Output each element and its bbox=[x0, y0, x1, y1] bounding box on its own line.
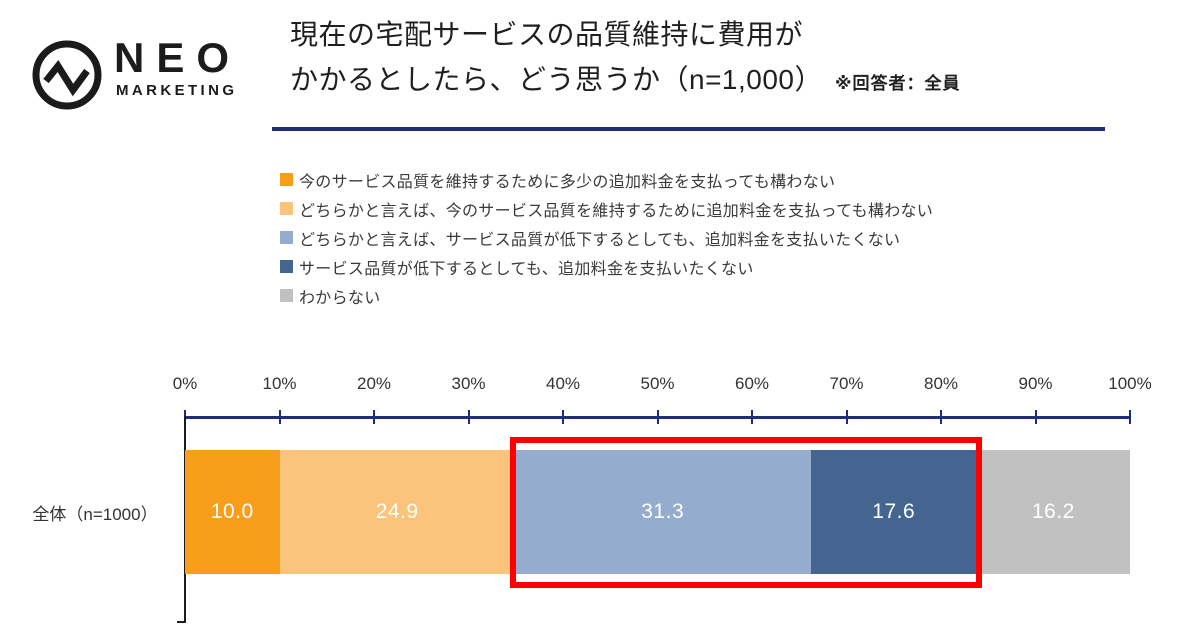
x-axis-tick-label: 0% bbox=[172, 374, 198, 393]
legend-item: どちらかと言えば、サービス品質が低下するとしても、追加料金を支払いたくない bbox=[280, 223, 933, 252]
chart-legend: 今のサービス品質を維持するために多少の追加料金を支払っても構わないどちらかと言え… bbox=[280, 165, 933, 310]
x-axis-tick-label: 70% bbox=[829, 374, 864, 393]
legend-label: どちらかと言えば、今のサービス品質を維持するために追加料金を支払っても構わない bbox=[299, 202, 934, 220]
legend-swatch bbox=[280, 202, 293, 215]
bar-segment: 10.0 bbox=[185, 450, 280, 574]
stacked-bar-row: 10.0 24.9 31.3 17.6 16.2 bbox=[185, 450, 1130, 574]
bar-segment: 17.6 bbox=[810, 450, 977, 574]
x-axis-tick-label: 40% bbox=[545, 374, 581, 393]
bar-segment: 16.2 bbox=[976, 450, 1130, 574]
x-axis-tick bbox=[467, 410, 470, 424]
chart-title: 現在の宅配サービスの品質維持に費用が かかるとしたら、どう思うか（n=1,000… bbox=[290, 12, 1130, 106]
x-axis-tick-label: 20% bbox=[356, 374, 392, 393]
bar-segment: 24.9 bbox=[279, 450, 515, 574]
legend-item: わからない bbox=[280, 281, 933, 310]
legend-swatch bbox=[280, 260, 293, 273]
x-axis-tick bbox=[656, 410, 659, 424]
bar-value-label: 16.2 bbox=[1031, 500, 1075, 523]
bar-value-label: 10.0 bbox=[210, 500, 254, 523]
legend-item: 今のサービス品質を維持するために多少の追加料金を支払っても構わない bbox=[280, 165, 933, 194]
title-underline bbox=[272, 127, 1105, 131]
title-line-2: かかるとしたら、どう思うか（n=1,000） ※回答者：全員 bbox=[290, 57, 1130, 106]
pulse-circle-icon bbox=[32, 40, 102, 110]
x-axis-tick bbox=[1034, 410, 1037, 424]
logo-brand-text: NEO bbox=[114, 34, 242, 81]
category-label: 全体（n=1000） bbox=[32, 505, 158, 524]
logo-sub-text: MARKETING bbox=[116, 82, 238, 99]
legend-item: サービス品質が低下するとしても、追加料金を支払いたくない bbox=[280, 252, 933, 281]
x-axis-tick bbox=[940, 410, 942, 424]
legend-label: サービス品質が低下するとしても、追加料金を支払いたくない bbox=[299, 260, 754, 278]
title-line-2-text: かかるとしたら、どう思うか（n=1,000） bbox=[290, 64, 823, 95]
x-axis-tick bbox=[278, 410, 281, 424]
neo-marketing-logo: NEO MARKETING bbox=[30, 34, 260, 116]
x-axis-tick bbox=[1129, 410, 1131, 424]
respondent-note: ※回答者：全員 bbox=[835, 74, 961, 93]
legend-label: どちらかと言えば、サービス品質が低下するとしても、追加料金を支払いたくない bbox=[299, 231, 901, 249]
x-axis-tick-label: 90% bbox=[1018, 374, 1053, 393]
bar-value-label: 24.9 bbox=[375, 500, 419, 523]
title-line-1: 現在の宅配サービスの品質維持に費用が bbox=[290, 19, 804, 50]
legend-swatch bbox=[280, 231, 293, 244]
y-axis-tick bbox=[177, 621, 185, 623]
legend-label: わからない bbox=[299, 289, 381, 307]
bar-value-label: 31.3 bbox=[641, 500, 685, 523]
legend-swatch bbox=[280, 173, 293, 186]
x-axis-tick-label: 60% bbox=[734, 374, 770, 393]
legend-swatch bbox=[280, 289, 293, 302]
x-axis-tick bbox=[373, 410, 375, 424]
x-axis-tick-label: 10% bbox=[262, 374, 297, 393]
legend-label: 今のサービス品質を維持するために多少の追加料金を支払っても構わない bbox=[299, 173, 836, 191]
bar-segment: 31.3 bbox=[514, 450, 811, 574]
x-axis-tick-label: 30% bbox=[451, 374, 486, 393]
x-axis-tick bbox=[845, 410, 848, 424]
x-axis-tick-label: 100% bbox=[1108, 374, 1152, 393]
bar-value-label: 17.6 bbox=[872, 500, 916, 523]
x-axis-tick bbox=[562, 410, 564, 424]
x-axis-tick-label: 80% bbox=[923, 374, 959, 393]
x-axis-tick-label: 50% bbox=[640, 374, 675, 393]
x-axis-tick bbox=[751, 410, 753, 424]
legend-item: どちらかと言えば、今のサービス品質を維持するために追加料金を支払っても構わない bbox=[280, 194, 933, 223]
